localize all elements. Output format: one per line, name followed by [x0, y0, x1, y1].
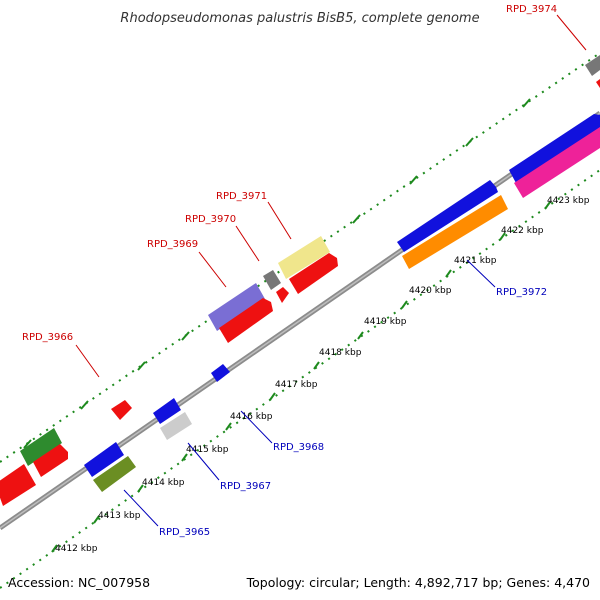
inner-major-tick [137, 484, 144, 493]
outer-major-tick [409, 175, 418, 185]
scale-label: 4423 kbp [547, 196, 590, 206]
gene-arrow[interactable] [208, 283, 265, 331]
inner-major-tick [181, 453, 188, 462]
scale-label: 4419 kbp [364, 317, 407, 327]
gene-arrow[interactable] [278, 236, 330, 279]
gene-labels: RPD_3966 RPD_3969 RPD_3970 RPD_3971 RPD_… [22, 4, 557, 538]
gene-label-rpd-3967[interactable]: RPD_3967 [220, 481, 271, 492]
gene-arrow[interactable] [160, 412, 192, 440]
gene-arrow[interactable] [211, 364, 230, 382]
scale-label: 4422 kbp [501, 226, 544, 236]
scale-label: 4420 kbp [409, 286, 452, 296]
outer-major-tick [23, 439, 32, 449]
gene-arrow[interactable] [289, 253, 338, 294]
leader-line [240, 410, 273, 444]
gene-arrow[interactable] [596, 79, 600, 88]
leader-line [75, 344, 100, 378]
scale-label: 4415 kbp [186, 445, 229, 455]
inner-major-tick [357, 331, 364, 340]
gene-arrow[interactable] [111, 400, 132, 420]
outer-major-tick [522, 98, 531, 108]
leader-line [235, 225, 260, 262]
gene-label-rpd-3965[interactable]: RPD_3965 [159, 527, 210, 538]
scale-label: 4416 kbp [230, 412, 273, 422]
accession-text: Accession: NC_007958 [8, 575, 150, 590]
leader-line [187, 442, 220, 481]
gene-arrow[interactable] [263, 270, 281, 290]
gene-arrow[interactable] [84, 442, 124, 477]
gene-label-rpd-3970[interactable]: RPD_3970 [185, 214, 236, 225]
inner-major-tick [225, 422, 232, 431]
gene-label-rpd-3972[interactable]: RPD_3972 [496, 287, 547, 298]
inner-major-tick [313, 361, 320, 370]
gene-label-rpd-3969[interactable]: RPD_3969 [147, 239, 198, 250]
outer-major-tick [80, 400, 89, 410]
gene-arrow[interactable] [509, 114, 600, 183]
leader-line [556, 14, 587, 51]
gene-arrow[interactable] [153, 398, 181, 424]
leader-line [198, 251, 227, 288]
leader-lines [75, 14, 587, 527]
scale-label: 4421 kbp [454, 256, 497, 266]
scale-label: 4414 kbp [142, 478, 185, 488]
inner-scale-ring [0, 169, 600, 589]
outer-major-tick [181, 331, 190, 341]
outer-dotted-line [0, 52, 600, 463]
scale-label: 4413 kbp [98, 511, 141, 521]
gene-label-rpd-3974[interactable]: RPD_3974 [506, 4, 557, 15]
reverse-track [84, 180, 508, 492]
gene-arrow[interactable] [0, 464, 36, 506]
gene-arrow[interactable] [219, 298, 273, 343]
gene-arrow[interactable] [397, 180, 498, 252]
genome-summary-text: Topology: circular; Length: 4,892,717 bp… [246, 575, 590, 590]
map-title: Rhodopseudomonas palustris BisB5, comple… [120, 11, 479, 26]
inner-major-tick [269, 392, 276, 401]
gene-arrow[interactable] [33, 444, 68, 477]
outer-major-tick [465, 137, 474, 147]
inner-major-tick [544, 201, 551, 210]
outer-major-tick [137, 361, 146, 371]
scale-label: 4412 kbp [55, 544, 98, 554]
inner-major-tick [445, 269, 452, 278]
scale-label: 4417 kbp [275, 380, 318, 390]
inner-major-tick [51, 544, 58, 553]
gene-arrow[interactable] [20, 428, 62, 466]
gene-arrow[interactable] [276, 287, 289, 303]
gene-arrow[interactable] [585, 55, 600, 76]
gene-label-rpd-3971[interactable]: RPD_3971 [216, 191, 267, 202]
leader-line [267, 201, 292, 240]
inner-major-tick [93, 515, 100, 524]
gene-arrow[interactable] [402, 195, 508, 269]
leader-line [123, 489, 159, 527]
gene-label-rpd-3966[interactable]: RPD_3966 [22, 332, 73, 343]
inner-major-tick [499, 232, 506, 241]
leader-line [466, 259, 496, 288]
gene-arrow[interactable] [93, 456, 136, 492]
forward-track [0, 55, 600, 506]
gene-arrow[interactable] [514, 127, 600, 198]
inner-major-tick [401, 300, 408, 309]
outer-major-tick [352, 214, 361, 224]
scale-labels: 4412 kbp 4413 kbp 4414 kbp 4415 kbp 4416… [55, 196, 590, 554]
gene-label-rpd-3968[interactable]: RPD_3968 [273, 442, 324, 453]
scale-label: 4418 kbp [319, 348, 362, 358]
